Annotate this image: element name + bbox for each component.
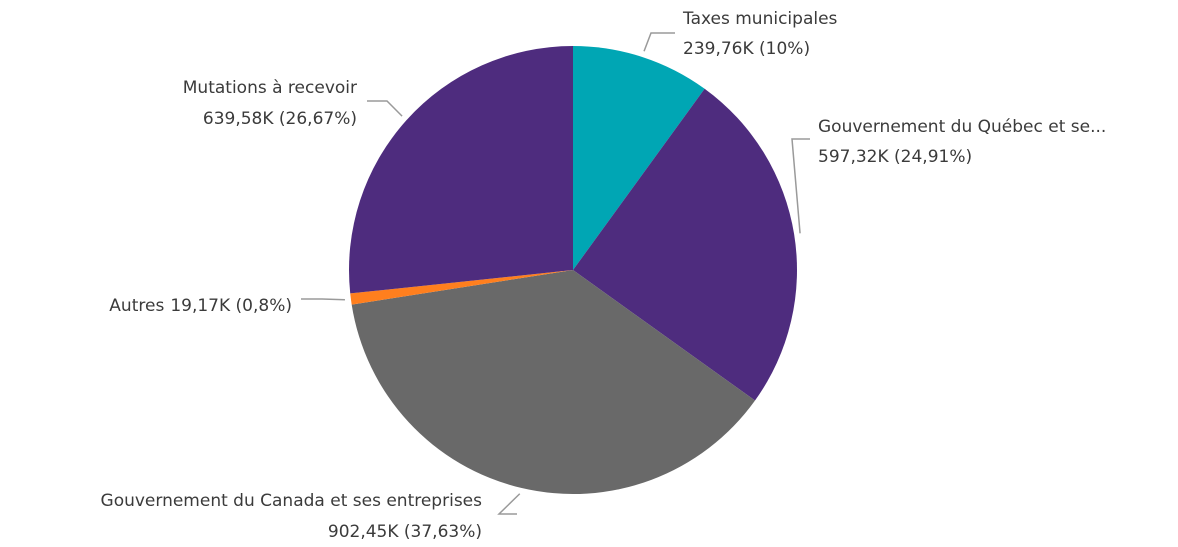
slice-gouvernement-du-canada-et-ses-entreprises[interactable]	[351, 270, 756, 495]
leader-line-autres	[301, 298, 345, 301]
pie-slices	[348, 46, 798, 495]
slice-label-mutations: Mutations à recevoir	[183, 78, 357, 98]
slice-label-autres-value: 19,17K (0,8%)	[170, 296, 292, 316]
leader-line-mutations-a-recevoir	[367, 100, 403, 117]
slice-value-mutations: 639,58K (26,67%)	[203, 109, 357, 129]
slice-label-gouvernement-canada: Gouvernement du Canada et ses entreprise…	[101, 491, 483, 511]
slice-mutations-a-recevoir[interactable]	[348, 46, 573, 294]
leader-lines	[301, 32, 810, 515]
slice-taxes-municipales[interactable]	[573, 46, 705, 270]
slice-label-taxes-municipales: Taxes municipales	[682, 9, 838, 29]
slice-label-gouvernement-quebec: Gouvernement du Québec et se...	[818, 117, 1106, 137]
slice-value-gouvernement-canada: 902,45K (37,63%)	[328, 522, 482, 542]
leader-line-gouvernement-du-quebec-et-se	[791, 138, 810, 234]
slice-gouvernement-du-quebec-et-se[interactable]	[573, 88, 798, 401]
slice-value-taxes-municipales: 239,76K (10%)	[683, 39, 810, 59]
slice-autres[interactable]	[350, 270, 573, 305]
slice-label-autres: Autres 19,17K (0,8%)	[109, 296, 292, 316]
leader-line-gouvernement-du-canada-et-ses-entreprises	[497, 493, 521, 515]
slice-label-autres-name: Autres	[109, 296, 164, 316]
slice-value-gouvernement-quebec: 597,32K (24,91%)	[818, 147, 972, 167]
leader-line-taxes-municipales	[643, 32, 675, 52]
